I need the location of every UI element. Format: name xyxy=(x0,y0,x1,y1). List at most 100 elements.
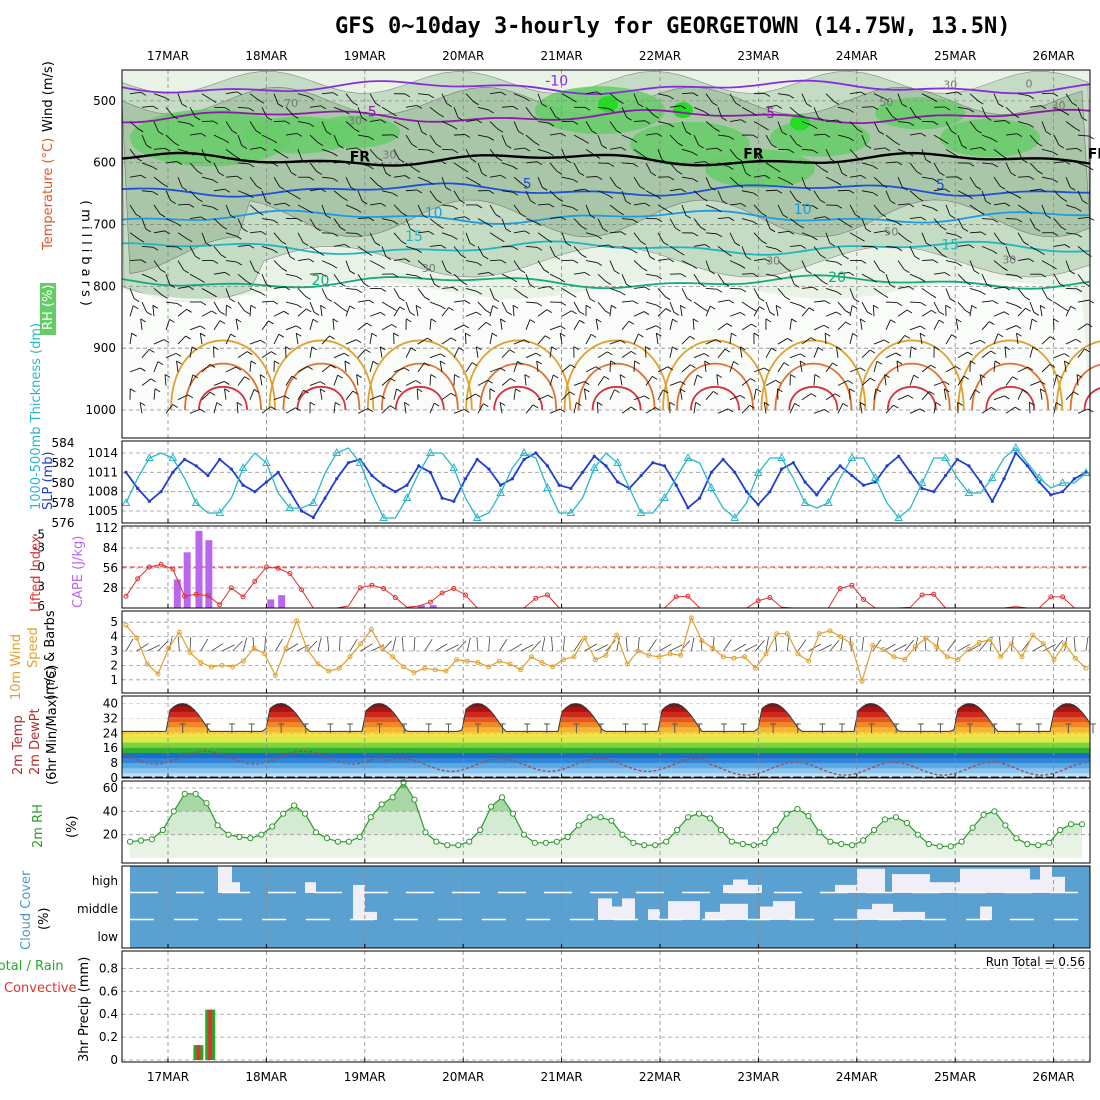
slp-point xyxy=(229,467,233,471)
wind-barb xyxy=(357,107,363,118)
thickness-point xyxy=(262,457,271,466)
wind-barb-flag xyxy=(191,346,198,351)
thickness-point xyxy=(472,512,482,521)
wind-barb xyxy=(1076,374,1079,386)
wind-barb-flag xyxy=(145,228,151,233)
wind-barb-flag xyxy=(968,162,975,167)
wind10-point xyxy=(774,631,780,637)
wind-barb-flag xyxy=(957,401,963,406)
slp-ylabel-group: 1000-500mb Thickness (dm)SLP (mb) xyxy=(29,323,56,510)
isotherm-freezing xyxy=(121,151,1091,167)
wind-barb xyxy=(945,260,957,264)
wind10-point xyxy=(134,635,140,641)
wind-barb xyxy=(573,320,580,331)
wind10-point xyxy=(784,631,790,637)
wind10-point xyxy=(262,651,268,657)
thickness-point xyxy=(168,452,178,461)
wind-barb xyxy=(645,162,652,173)
wind-barb-flag xyxy=(476,290,482,295)
slp-point xyxy=(545,464,550,468)
rh2m-point xyxy=(247,835,254,842)
wind-barb xyxy=(849,288,855,299)
wind-barb xyxy=(933,218,942,228)
wind-barb-flag xyxy=(775,168,781,173)
wind-barb-flag xyxy=(788,230,795,235)
wind-barb-flag xyxy=(500,367,506,372)
wind10-point xyxy=(699,638,705,644)
wind-barb-flag xyxy=(211,310,217,315)
wind-barb xyxy=(933,301,940,313)
surface-wind-barb xyxy=(200,638,209,652)
wind-barb-flag xyxy=(733,361,739,365)
cloud-high-block xyxy=(227,882,240,893)
wind-barb xyxy=(729,333,732,345)
wind-barb-flag xyxy=(726,323,733,327)
wind-barb xyxy=(429,402,435,414)
wind-barb-flag xyxy=(852,305,858,309)
wind-barb-flag xyxy=(1040,388,1046,393)
wind-barb xyxy=(537,260,545,271)
wind-barb-flag xyxy=(978,210,985,215)
wind-barb xyxy=(225,288,231,299)
date-tick-top: 20MAR xyxy=(442,49,484,63)
wind-barb xyxy=(1077,323,1088,331)
wind-barb xyxy=(537,309,548,317)
wind-barb xyxy=(189,190,198,200)
wind-barb xyxy=(681,364,691,373)
wind-barb xyxy=(513,361,518,373)
wind-barb-flag xyxy=(835,311,842,316)
li-point xyxy=(849,582,855,588)
wind-barb-flag xyxy=(680,273,687,278)
wind-barb xyxy=(249,305,252,317)
wind-barb-flag xyxy=(337,374,343,379)
thickness-point xyxy=(1034,472,1044,481)
wind-barb-flag xyxy=(739,264,746,269)
wind-barb-flag xyxy=(663,241,669,246)
wind-barb xyxy=(141,218,147,230)
surface-wind-barb xyxy=(498,639,508,652)
wind-barb xyxy=(249,204,259,213)
wind-barb xyxy=(213,271,225,275)
wind-barb xyxy=(525,352,537,359)
wind-barb xyxy=(1005,162,1012,174)
wind-barb-flag xyxy=(849,388,855,393)
wind-barb-flag xyxy=(308,258,315,263)
wind-barb xyxy=(955,318,959,330)
wind-barb xyxy=(957,106,969,110)
wind-barb xyxy=(849,149,858,158)
wind-barb xyxy=(295,333,299,345)
wind-barb-flag xyxy=(236,91,243,96)
warm-isotherm-contour xyxy=(577,362,656,411)
temp-ylabel-group: 2m Temp 2m DewPt (6hr Min/Max) (°C) xyxy=(11,665,60,785)
wind-tick-label: 3 xyxy=(110,644,118,658)
wind-barb-flag xyxy=(576,402,582,406)
wind-barb-flag xyxy=(906,309,913,314)
wind-barb-flag xyxy=(548,203,555,208)
slp-point xyxy=(709,470,713,474)
wind-barb-flag xyxy=(992,138,998,143)
wind-barb-flag xyxy=(680,105,687,110)
wind-barb xyxy=(873,147,885,150)
slp-point xyxy=(592,454,596,458)
wind-barb xyxy=(813,347,819,358)
wind10-point xyxy=(443,668,449,674)
wind-barb xyxy=(825,393,836,401)
thickness-point xyxy=(1081,467,1091,476)
wind-barb-flag xyxy=(404,258,411,263)
wind-barb xyxy=(416,388,419,400)
warm-isotherm-contour xyxy=(788,386,839,411)
wind-barb-flag xyxy=(296,304,302,309)
wind-barb-flag xyxy=(303,389,309,394)
warm-isotherm-contour xyxy=(493,386,544,411)
isotherm-label: -10 xyxy=(545,73,568,89)
wind-barb xyxy=(356,374,359,386)
rh2m-point xyxy=(498,794,506,801)
wind-barb-flag xyxy=(312,318,319,323)
wind-barb-flag xyxy=(543,269,550,274)
wind-barb-flag xyxy=(424,296,430,301)
wind-barb-flag xyxy=(186,308,192,313)
wind10-point xyxy=(368,626,374,632)
wind-barb-flag xyxy=(986,116,992,121)
wind-barb-flag xyxy=(559,408,566,413)
thickness-point xyxy=(964,487,974,496)
